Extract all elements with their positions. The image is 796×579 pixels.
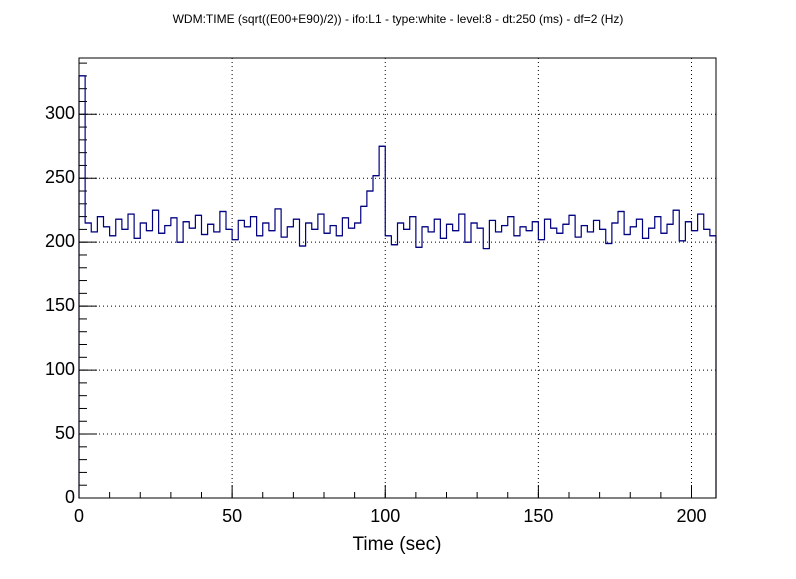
x-tick-label: 100 (370, 506, 400, 526)
plot-frame (78, 57, 717, 499)
x-axis-label: Time (sec) (352, 534, 441, 555)
y-tick-label: 0 (65, 487, 75, 507)
step-connector (78, 75, 717, 498)
chart-title: WDM:TIME (sqrt((E00+E90)/2)) - ifo:L1 - … (173, 12, 624, 26)
y-tick-label: 300 (45, 103, 75, 123)
x-tick-label: 150 (523, 506, 553, 526)
x-tick-label: 200 (676, 506, 706, 526)
y-tick-label: 150 (45, 295, 75, 315)
y-tick-label: 250 (45, 167, 75, 187)
y-tick-label: 200 (45, 231, 75, 251)
y-tick-label: 50 (55, 423, 75, 443)
x-tick-label: 0 (74, 506, 84, 526)
y-tick-label: 100 (45, 359, 75, 379)
x-tick-label: 50 (222, 506, 242, 526)
